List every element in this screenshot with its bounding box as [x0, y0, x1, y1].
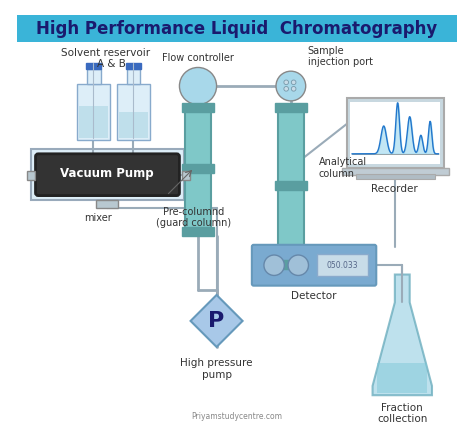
Circle shape [276, 71, 306, 101]
Circle shape [292, 87, 296, 91]
Bar [77, 84, 110, 140]
Circle shape [292, 80, 296, 85]
Circle shape [284, 87, 289, 91]
Text: Flow controller: Flow controller [162, 53, 234, 63]
Text: mixer: mixer [84, 213, 111, 223]
Text: Recorder: Recorder [372, 184, 418, 194]
Bar [127, 69, 140, 84]
Bar [86, 63, 101, 69]
Text: Analytical
column: Analytical column [319, 157, 367, 178]
Circle shape [284, 80, 289, 85]
Bar [17, 16, 457, 42]
Polygon shape [377, 363, 428, 393]
Bar [87, 69, 100, 84]
Bar [275, 103, 307, 112]
Text: Pre-columnd
(guard column): Pre-columnd (guard column) [156, 207, 231, 228]
Bar [342, 168, 449, 175]
Polygon shape [373, 274, 432, 395]
Text: Detector: Detector [292, 291, 337, 301]
Text: High Performance Liquid  Chromatography: High Performance Liquid Chromatography [36, 20, 438, 38]
Bar [182, 164, 214, 173]
Text: Fraction
collection: Fraction collection [377, 403, 428, 424]
Bar [182, 170, 190, 180]
Bar [27, 170, 35, 180]
Bar [96, 200, 118, 208]
Circle shape [288, 255, 309, 275]
Bar [126, 63, 141, 69]
Polygon shape [191, 295, 243, 347]
Bar [346, 98, 444, 168]
Circle shape [180, 67, 217, 105]
Text: Solvent reservoir
    A & B: Solvent reservoir A & B [61, 48, 150, 69]
Bar [350, 102, 440, 164]
FancyBboxPatch shape [252, 245, 376, 285]
Circle shape [264, 255, 284, 275]
Bar [278, 105, 304, 265]
Text: P: P [209, 311, 225, 331]
Text: High pressure
pump: High pressure pump [180, 358, 253, 380]
Bar [182, 227, 214, 237]
Bar [356, 174, 435, 179]
Text: Vacuum Pump: Vacuum Pump [60, 167, 154, 180]
Text: Priyamstudycentre.com: Priyamstudycentre.com [191, 412, 283, 421]
Text: Sample
injection port: Sample injection port [308, 46, 373, 67]
Bar [182, 103, 214, 112]
Bar [317, 254, 368, 276]
Bar [119, 112, 148, 138]
Bar [79, 106, 108, 138]
Bar [117, 84, 150, 140]
Bar [185, 105, 211, 233]
Bar [275, 181, 307, 190]
Text: 050.033: 050.033 [326, 261, 358, 270]
Bar [275, 260, 307, 269]
FancyBboxPatch shape [36, 154, 180, 196]
Bar [31, 149, 184, 200]
